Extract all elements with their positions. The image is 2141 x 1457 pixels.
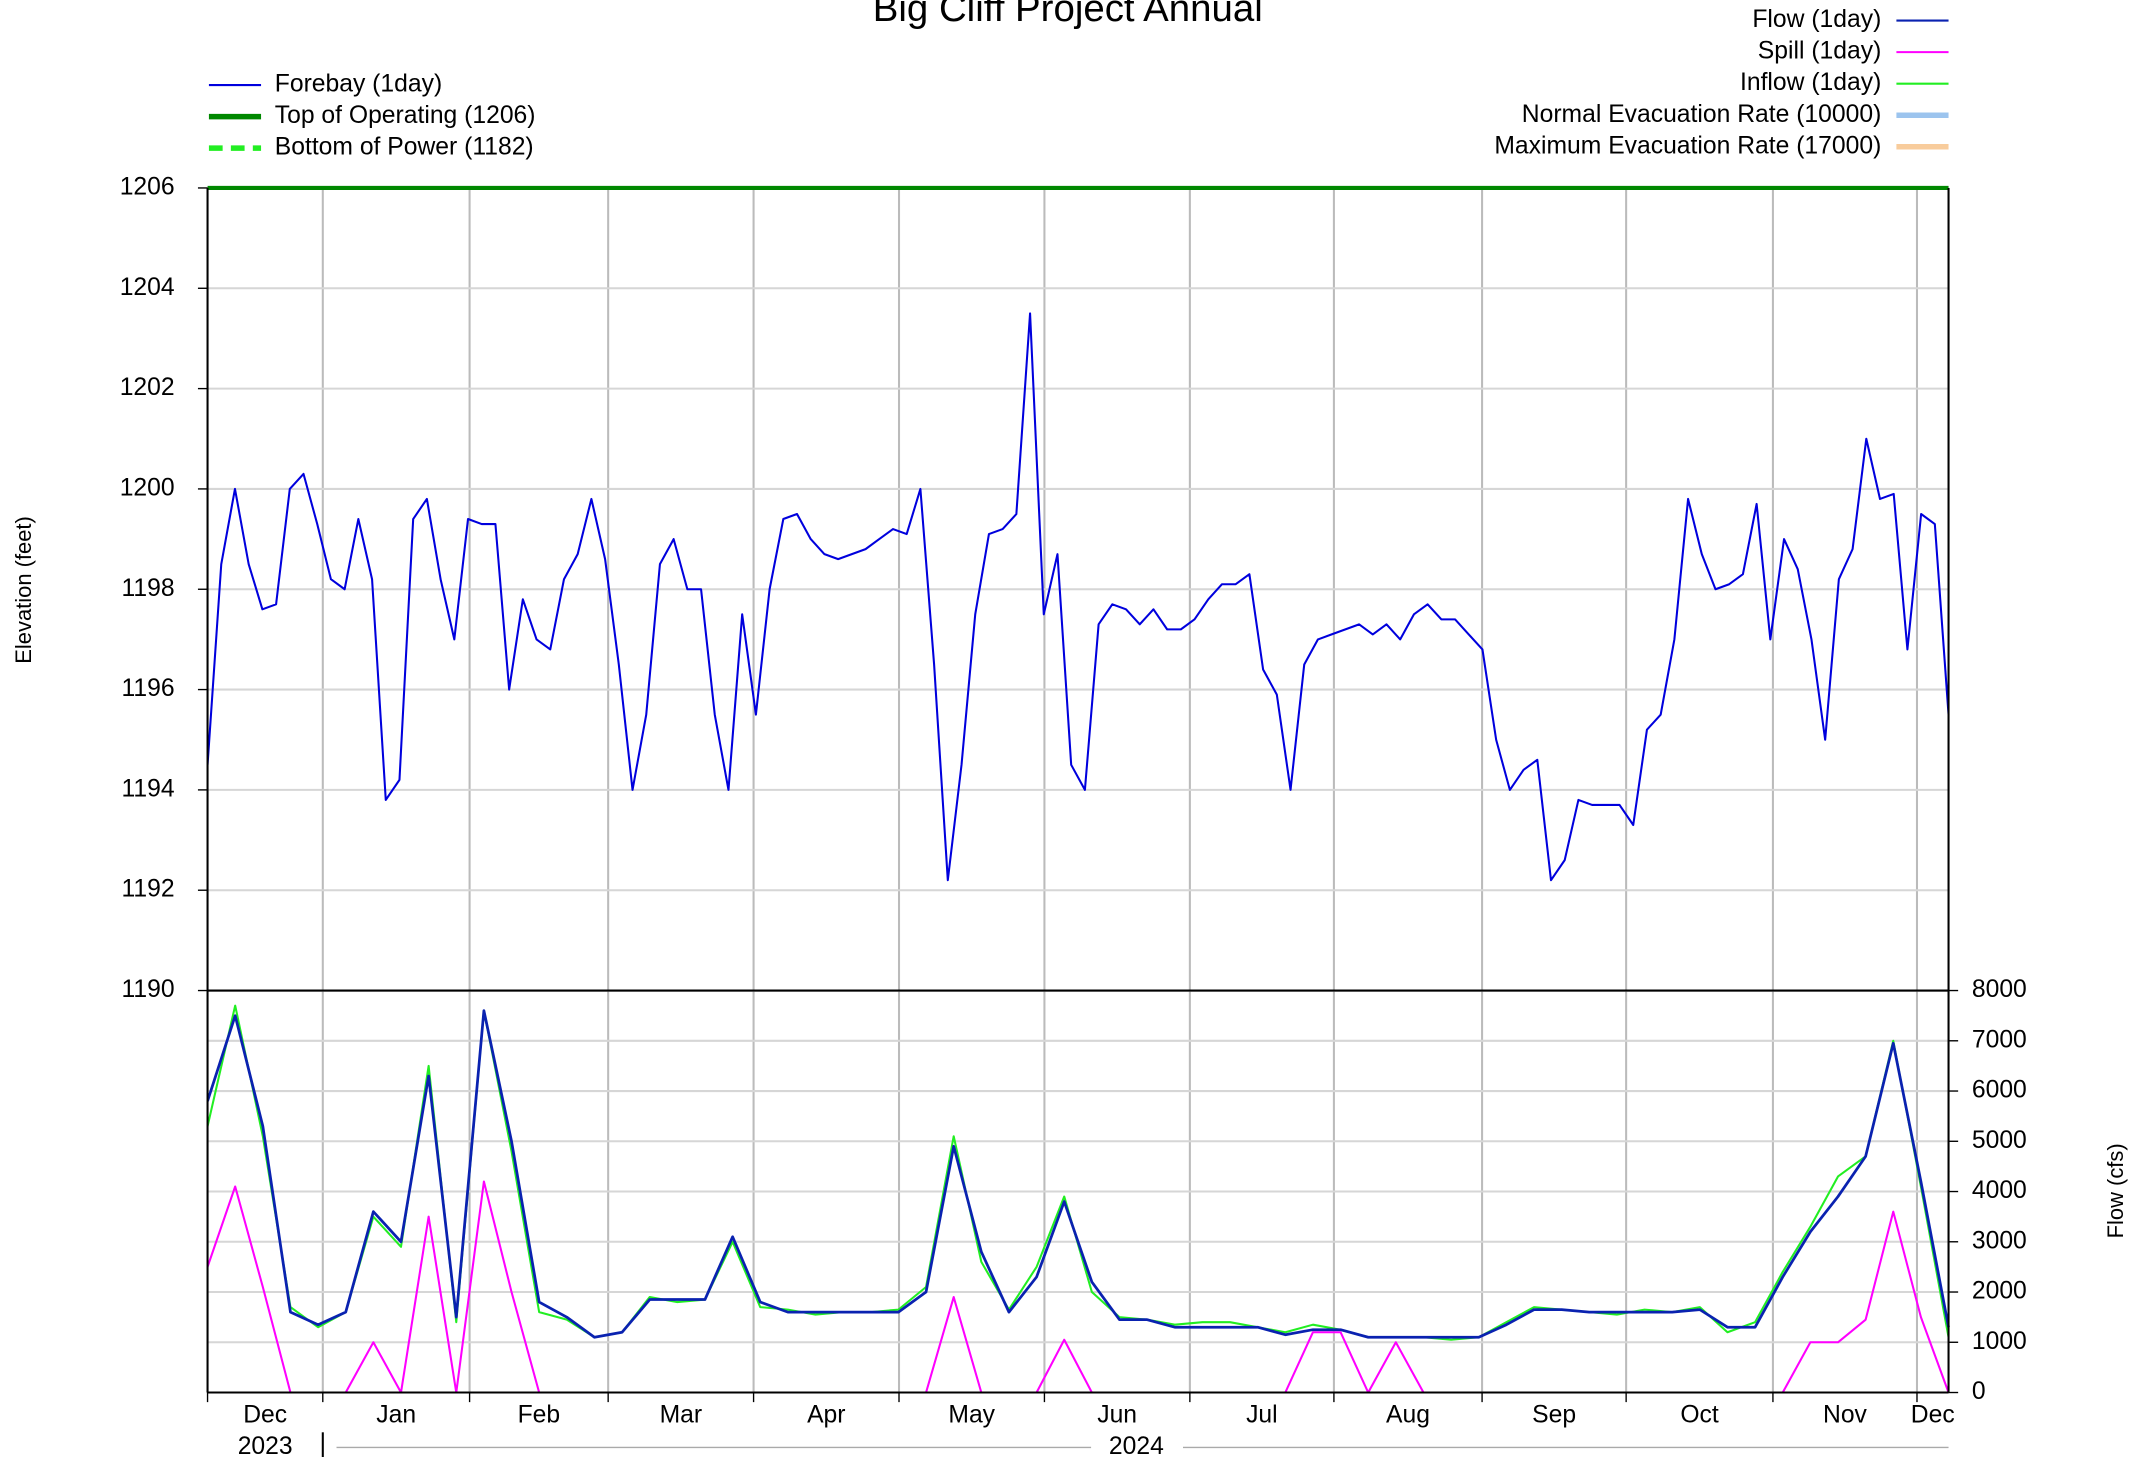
legend-label: Flow (1day) [1752, 6, 1881, 33]
elevation-panel [207, 185, 1950, 882]
x-tick-label: Nov [1823, 1401, 1868, 1428]
y2-tick-label: 6000 [1972, 1077, 2027, 1104]
y2-tick-label: 8000 [1972, 976, 2027, 1003]
y2-tick-label: 1000 [1972, 1328, 2027, 1355]
x-tick-label: May [948, 1401, 995, 1428]
x-tick-label: Jun [1097, 1401, 1137, 1428]
y-tick-label: 1192 [122, 876, 175, 903]
legend-label: Normal Evacuation Rate (10000) [1522, 101, 1882, 128]
x-tick-label: Mar [660, 1401, 703, 1428]
series-line [207, 1009, 1950, 1339]
legend-label: Forebay (1day) [275, 71, 442, 98]
year-label: 2024 [1109, 1433, 1164, 1457]
x-tick-label: Jan [376, 1401, 416, 1428]
y-tick-label: 1204 [120, 274, 175, 301]
y-tick-label: 1202 [120, 374, 175, 401]
legend-label: Top of Operating (1206) [275, 102, 536, 129]
y-tick-label: 1198 [122, 575, 175, 602]
y-tick-label: 1196 [122, 675, 175, 702]
legend-label: Bottom of Power (1182) [275, 134, 534, 161]
y-tick-label: 1206 [120, 173, 175, 200]
x-tick-label: Apr [807, 1401, 845, 1428]
flow-panel [207, 1004, 1950, 1393]
y2-tick-label: 4000 [1972, 1177, 2027, 1204]
y2-tick-label: 3000 [1972, 1227, 2027, 1254]
chart-title: Big Cliff Project Annual [873, 0, 1263, 30]
y-axis-label: Elevation (feet) [11, 516, 36, 664]
y2-axis-label: Flow (cfs) [2103, 1143, 2128, 1238]
y2-tick-label: 2000 [1972, 1278, 2027, 1305]
x-tick-label: Dec [1911, 1401, 1955, 1428]
year-label: 2023 [238, 1433, 293, 1457]
legend-label: Inflow (1day) [1740, 69, 1881, 96]
y2-tick-label: 7000 [1972, 1026, 2027, 1053]
x-tick-label: Feb [518, 1401, 561, 1428]
x-tick-label: Aug [1386, 1401, 1430, 1428]
axes: Dec Jan Feb Mar Apr May Jun Jul Aug Sep Oct Nov Dec 2… [120, 173, 2027, 1457]
y-tick-label: 1190 [122, 976, 175, 1003]
grid [207, 186, 1949, 1394]
y2-tick-label: 5000 [1972, 1127, 2027, 1154]
y-tick-label: 1200 [120, 474, 175, 501]
y2-tick-label: 0 [1972, 1378, 1986, 1405]
legend-label: Maximum Evacuation Rate (17000) [1494, 132, 1881, 159]
series-line [207, 1180, 1950, 1393]
legend-label: Spill (1day) [1758, 38, 1882, 65]
x-tick-label: Jul [1246, 1401, 1278, 1428]
x-tick-label: Oct [1680, 1401, 1719, 1428]
y-tick-label: 1194 [122, 775, 175, 802]
x-tick-label: Sep [1532, 1401, 1576, 1428]
x-tick-label: Dec [243, 1401, 287, 1428]
series-line [207, 312, 1950, 882]
